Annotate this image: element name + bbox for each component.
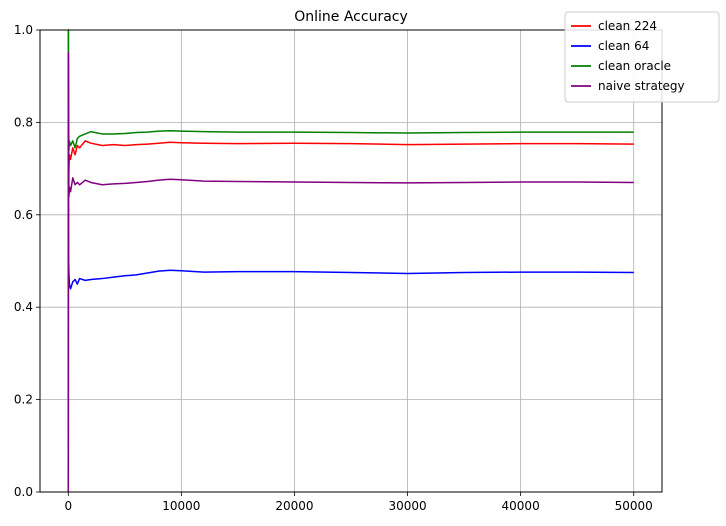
x-tick-label: 50000	[615, 499, 653, 513]
chart-title: Online Accuracy	[294, 9, 408, 25]
legend: clean 224 clean 64 clean oracle naive strat…	[564, 11, 720, 103]
x-tick-label: 30000	[388, 499, 426, 513]
legend-label: clean 224	[598, 19, 657, 33]
series-line-1	[67, 121, 634, 493]
series-line-3	[67, 52, 634, 493]
x-tick-label: 10000	[162, 499, 200, 513]
series-line-0	[67, 29, 634, 493]
plot-frame	[39, 29, 663, 493]
y-tick-label: 1.0	[14, 23, 33, 37]
legend-label: clean oracle	[598, 59, 671, 73]
x-tick-label: 20000	[275, 499, 313, 513]
x-axis: 0 10000 20000 30000 40000 50000	[64, 492, 653, 513]
y-axis: 0.0 0.2 0.4 0.6 0.8 1.0	[14, 23, 40, 499]
y-tick-label: 0.8	[14, 115, 33, 129]
y-tick-label: 0.2	[14, 393, 33, 407]
legend-label: clean 64	[598, 39, 649, 53]
series-layer	[67, 29, 634, 493]
x-tick-label: 40000	[502, 499, 540, 513]
y-tick-label: 0.0	[14, 485, 33, 499]
series-line-2	[67, 29, 634, 493]
legend-box	[564, 11, 720, 103]
y-tick-label: 0.4	[14, 300, 33, 314]
y-tick-label: 0.6	[14, 208, 33, 222]
x-tick-label: 0	[64, 499, 72, 513]
legend-label: naive strategy	[598, 79, 685, 93]
